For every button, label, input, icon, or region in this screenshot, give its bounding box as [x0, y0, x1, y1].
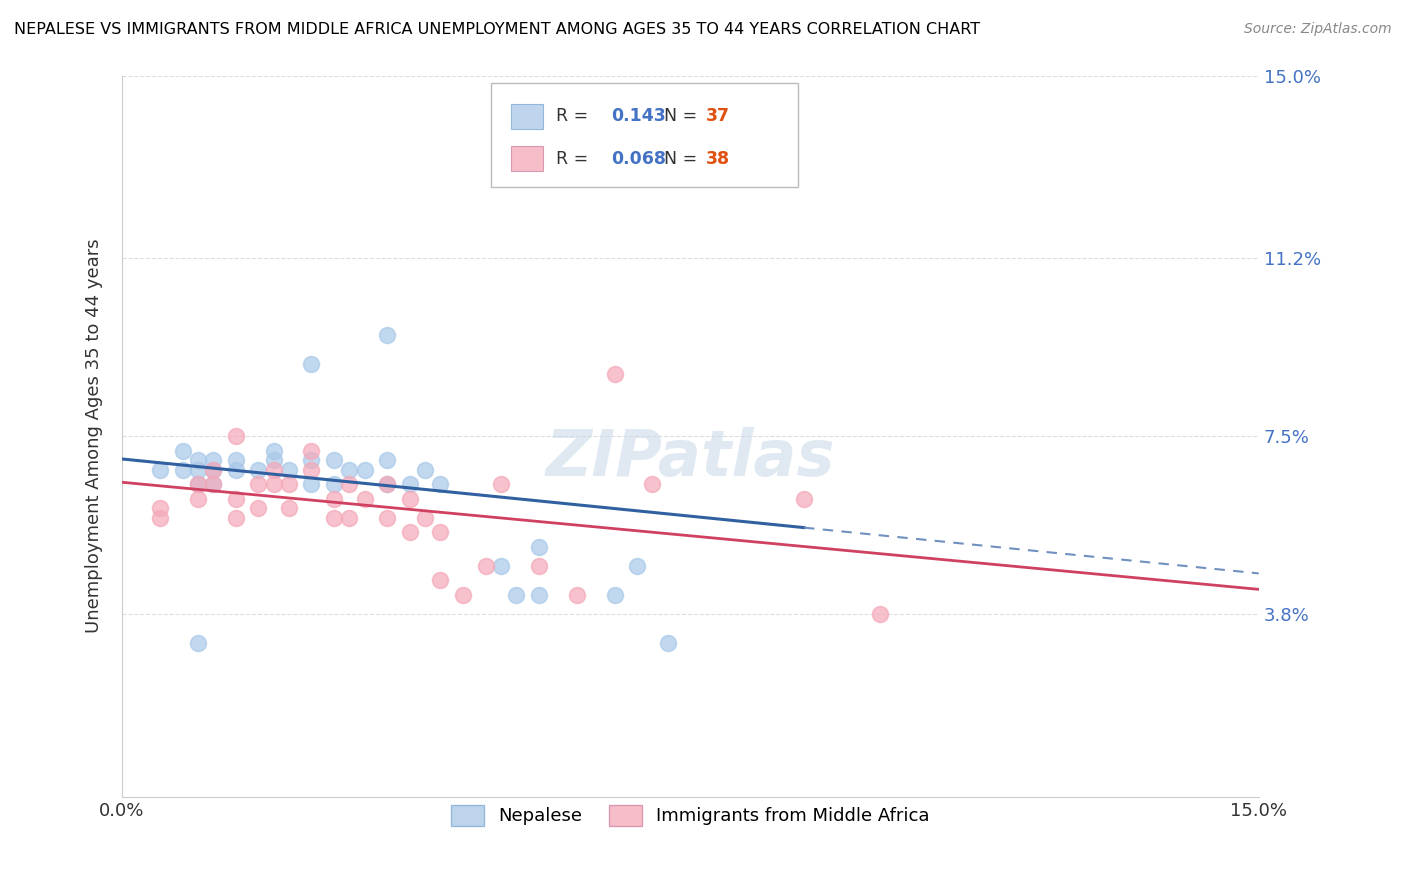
Point: [489, 559, 512, 574]
Point: [375, 511, 398, 525]
Point: [337, 477, 360, 491]
Point: [527, 540, 550, 554]
Point: [527, 559, 550, 574]
Point: [429, 574, 451, 588]
Text: N =: N =: [652, 107, 703, 125]
Text: Source: ZipAtlas.com: Source: ZipAtlas.com: [1244, 22, 1392, 37]
Point: [201, 453, 224, 467]
Point: [641, 477, 664, 491]
Point: [187, 463, 209, 477]
Point: [323, 453, 346, 467]
Point: [323, 477, 346, 491]
Point: [277, 477, 299, 491]
Text: ZIPatlas: ZIPatlas: [546, 426, 835, 489]
Point: [301, 453, 323, 467]
Point: [225, 429, 247, 443]
Point: [527, 588, 550, 602]
Point: [323, 491, 346, 506]
Point: [375, 477, 398, 491]
Point: [301, 463, 323, 477]
Point: [337, 511, 360, 525]
Point: [603, 367, 626, 381]
Point: [353, 463, 375, 477]
Point: [149, 511, 172, 525]
Point: [399, 491, 422, 506]
Point: [201, 477, 224, 491]
FancyBboxPatch shape: [510, 146, 543, 171]
Point: [413, 511, 436, 525]
Point: [187, 636, 209, 650]
Point: [505, 588, 527, 602]
Point: [225, 491, 247, 506]
Point: [353, 491, 375, 506]
Point: [172, 463, 194, 477]
Point: [793, 491, 815, 506]
Point: [225, 453, 247, 467]
Point: [247, 477, 270, 491]
Text: 38: 38: [706, 150, 731, 168]
Point: [399, 477, 422, 491]
Y-axis label: Unemployment Among Ages 35 to 44 years: Unemployment Among Ages 35 to 44 years: [86, 239, 103, 633]
Point: [187, 491, 209, 506]
Point: [451, 588, 474, 602]
Point: [187, 477, 209, 491]
Point: [413, 463, 436, 477]
Point: [375, 477, 398, 491]
Point: [247, 463, 270, 477]
Text: NEPALESE VS IMMIGRANTS FROM MIDDLE AFRICA UNEMPLOYMENT AMONG AGES 35 TO 44 YEARS: NEPALESE VS IMMIGRANTS FROM MIDDLE AFRIC…: [14, 22, 980, 37]
Point: [475, 559, 498, 574]
Text: R =: R =: [557, 107, 593, 125]
Point: [603, 588, 626, 602]
Text: 0.143: 0.143: [610, 107, 665, 125]
Point: [247, 501, 270, 516]
Point: [201, 477, 224, 491]
Text: 37: 37: [706, 107, 730, 125]
Point: [149, 463, 172, 477]
Point: [565, 588, 588, 602]
Point: [626, 559, 648, 574]
Point: [337, 463, 360, 477]
Point: [201, 463, 224, 477]
Point: [225, 463, 247, 477]
Point: [187, 453, 209, 467]
Legend: Nepalese, Immigrants from Middle Africa: Nepalese, Immigrants from Middle Africa: [441, 796, 939, 835]
Point: [263, 453, 285, 467]
Point: [489, 477, 512, 491]
Text: R =: R =: [557, 150, 593, 168]
FancyBboxPatch shape: [510, 103, 543, 128]
Point: [375, 453, 398, 467]
Point: [225, 511, 247, 525]
Point: [323, 511, 346, 525]
Point: [263, 477, 285, 491]
Point: [301, 357, 323, 371]
Point: [201, 463, 224, 477]
Point: [869, 607, 891, 621]
Point: [301, 443, 323, 458]
Point: [149, 501, 172, 516]
Point: [375, 328, 398, 343]
Point: [399, 525, 422, 540]
FancyBboxPatch shape: [492, 83, 799, 187]
Point: [263, 443, 285, 458]
Point: [277, 501, 299, 516]
Point: [263, 463, 285, 477]
Point: [172, 443, 194, 458]
Point: [657, 636, 679, 650]
Point: [641, 164, 664, 178]
Point: [301, 477, 323, 491]
Point: [187, 477, 209, 491]
Point: [277, 463, 299, 477]
Text: N =: N =: [652, 150, 703, 168]
Point: [429, 477, 451, 491]
Text: 0.068: 0.068: [610, 150, 666, 168]
Point: [429, 525, 451, 540]
